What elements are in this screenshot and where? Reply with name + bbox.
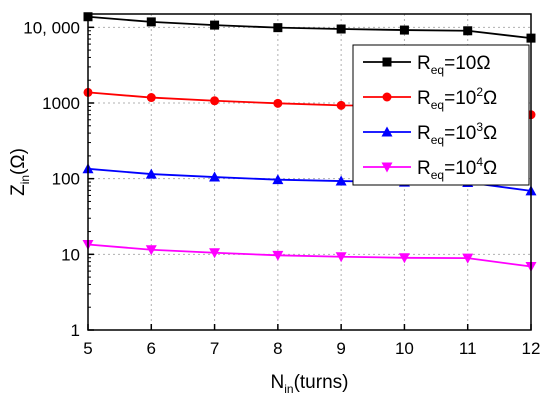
- legend-swatch-marker: [381, 126, 393, 137]
- data-point: [146, 93, 156, 103]
- legend-item: Req=103Ω: [363, 120, 497, 147]
- legend-swatch-marker: [382, 92, 392, 102]
- legend-item: Req=104Ω: [363, 155, 497, 182]
- legend-box: [352, 44, 530, 186]
- data-point: [335, 252, 347, 263]
- x-tick-label: 11: [459, 339, 477, 358]
- y-tick-label: 1000: [42, 94, 80, 113]
- data-point: [399, 25, 409, 35]
- y-axis-title-main: Z: [8, 184, 29, 196]
- series-line: [87, 243, 532, 268]
- x-tick-label: 12: [522, 339, 541, 358]
- legend-item: Req=102Ω: [363, 85, 497, 112]
- legend: Req=10Ω Req=102Ω Req=103Ω Req=104Ω: [352, 44, 530, 186]
- legend-label: Req=103Ω: [417, 120, 497, 147]
- y-axis-title-sub: in: [18, 175, 32, 184]
- data-point: [273, 23, 283, 33]
- data-point: [146, 17, 156, 27]
- data-point: [273, 98, 283, 108]
- data-point: [335, 175, 347, 186]
- data-point: [145, 168, 157, 179]
- data-point: [272, 174, 284, 185]
- data-point: [336, 24, 346, 34]
- data-point: [272, 250, 284, 261]
- x-axis-title-main: N: [271, 372, 285, 393]
- x-axis-title: Nin(turns): [271, 372, 349, 396]
- plot-frame: [87, 13, 532, 331]
- legend-item: Req=10Ω: [363, 53, 491, 77]
- x-tick-label: 7: [210, 339, 219, 358]
- data-point: [463, 26, 473, 36]
- y-tick-label: 1: [71, 321, 80, 340]
- y-axis-title: Zin(Ω): [8, 148, 32, 196]
- data-point: [145, 245, 157, 256]
- y-tick-label: 10, 000: [23, 18, 80, 37]
- axis-labels: Nin(turns) Zin(Ω): [8, 148, 348, 396]
- ticks-layer: 5 6 7 8 9 10 11 12 10, 000 1000 100 10 1: [23, 18, 540, 358]
- x-axis-title-rest: (turns): [294, 372, 349, 393]
- legend-label: Req=102Ω: [417, 85, 497, 112]
- x-tick-label: 6: [147, 339, 156, 358]
- data-point: [210, 96, 220, 106]
- data-point: [209, 248, 221, 259]
- y-tick-label: 100: [52, 170, 80, 189]
- x-tick-label: 5: [83, 339, 92, 358]
- legend-label: Req=10Ω: [417, 53, 491, 77]
- x-axis-title-sub: in: [284, 382, 293, 396]
- legend-swatch-marker: [382, 57, 392, 67]
- x-tick-label: 10: [395, 339, 414, 358]
- series-4: [82, 239, 537, 273]
- data-point: [398, 253, 410, 264]
- x-tick-label: 9: [336, 339, 345, 358]
- legend-swatch-marker: [381, 162, 393, 173]
- data-point: [336, 100, 346, 110]
- series-line: [87, 15, 532, 40]
- data-point: [210, 20, 220, 30]
- data-point: [209, 171, 221, 182]
- y-axis-title-rest: (Ω): [8, 148, 29, 175]
- legend-label: Req=104Ω: [417, 155, 497, 182]
- x-tick-label: 8: [273, 339, 282, 358]
- data-point: [462, 253, 474, 264]
- y-tick-label: 10: [61, 245, 80, 264]
